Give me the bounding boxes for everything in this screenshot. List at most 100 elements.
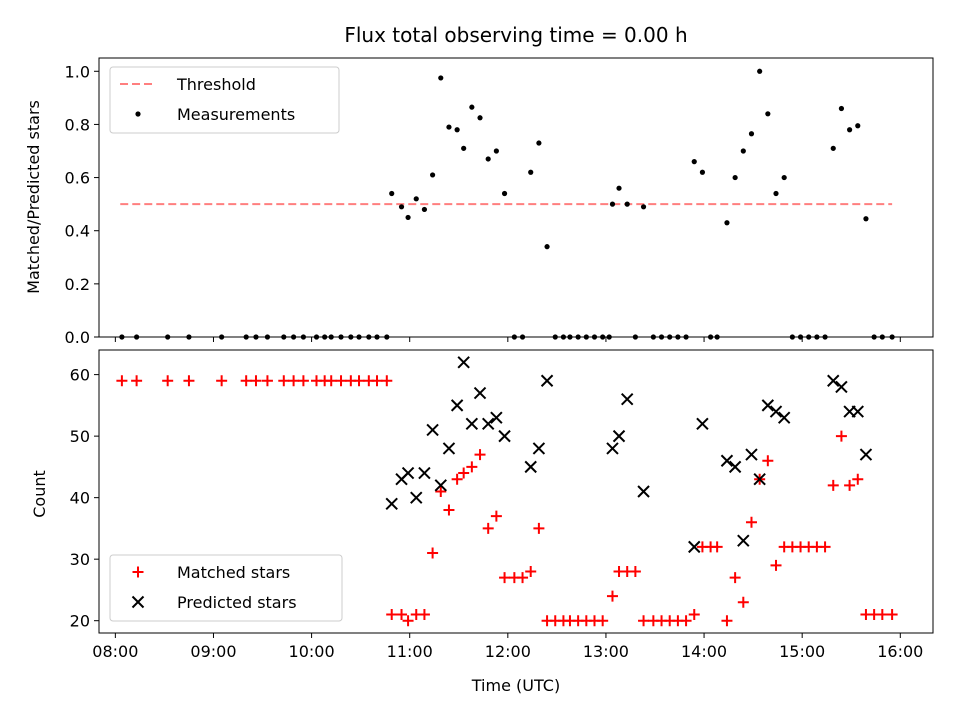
- predicted-stars-point: [688, 540, 701, 554]
- matched-stars-point: [162, 375, 174, 387]
- x-tick-label: 11:00: [387, 642, 433, 661]
- measurement-point: [765, 111, 771, 117]
- measurement-point: [889, 334, 895, 340]
- predicted-stars-point: [761, 399, 775, 412]
- measurement-point: [356, 334, 362, 340]
- matched-stars-point: [353, 375, 365, 387]
- matched-stars-point: [876, 609, 888, 621]
- predicted-stars-point: [434, 479, 447, 492]
- matched-stars-point: [418, 609, 430, 621]
- measurement-point: [667, 334, 673, 340]
- measurement-point: [291, 334, 297, 340]
- measurement-point: [632, 334, 638, 340]
- measurement-point: [757, 68, 763, 74]
- measurement-point: [536, 140, 542, 146]
- legend-measurements-swatch: [135, 111, 141, 117]
- measurement-point: [446, 124, 452, 130]
- measurement-point: [863, 216, 869, 222]
- measurement-point: [781, 174, 787, 181]
- matched-stars-point: [680, 615, 692, 627]
- top-y-axis-label: Matched/Predicted stars: [24, 100, 43, 294]
- bottom-plot-frame: [98, 349, 934, 634]
- measurement-point: [366, 334, 372, 340]
- bottom-y-tick-label: 20: [70, 612, 90, 631]
- measurement-point: [616, 185, 622, 191]
- predicted-stars-point: [737, 534, 750, 547]
- measurement-point: [583, 334, 589, 340]
- measurement-point: [748, 131, 755, 137]
- bottom-plot-area: 08:00 09:00 10:00 11:00 12:00 13:00 14:00 15:00…: [70, 349, 934, 661]
- legend-label: Threshold: [176, 75, 256, 94]
- measurement-point: [609, 201, 616, 207]
- measurement-point: [675, 334, 681, 340]
- predicted-stars-point: [696, 417, 709, 431]
- measurement-point: [384, 334, 390, 340]
- matched-stars-point: [116, 375, 128, 387]
- measurement-point: [528, 169, 534, 175]
- predicted-stars-point: [401, 466, 415, 480]
- matched-stars-point: [131, 375, 143, 387]
- bottom-y-tick-label: 50: [70, 427, 90, 446]
- predicted-stars-point: [473, 386, 487, 400]
- measurement-point: [253, 334, 259, 340]
- matched-stars-point: [250, 375, 262, 387]
- x-tick-label: 14:00: [681, 642, 727, 661]
- predicted-stars-point: [753, 472, 766, 486]
- measurement-point: [186, 334, 192, 340]
- measurement-point: [624, 201, 630, 207]
- matched-stars-point: [297, 375, 309, 387]
- predicted-stars-point: [728, 460, 742, 474]
- matched-stars-point: [499, 572, 511, 584]
- measurement-point: [119, 334, 125, 340]
- measurement-point: [454, 127, 460, 133]
- measurement-point: [714, 334, 720, 340]
- predicted-stars-point: [777, 411, 791, 424]
- measurement-point: [469, 104, 475, 110]
- bottom-y-tick-label: 30: [70, 550, 90, 569]
- matched-stars-point: [745, 516, 757, 528]
- measurement-point: [134, 334, 140, 340]
- measurement-point: [806, 334, 812, 340]
- measurement-point: [814, 334, 820, 340]
- top-plot-area: 0.0 0.2 0.4 0.6 0.8 1.0 Threshold Measurements: [65, 57, 934, 347]
- measurement-point: [493, 148, 499, 154]
- x-tick-label: 12:00: [485, 642, 531, 661]
- measurement-point: [219, 334, 225, 340]
- predicted-stars-point: [745, 448, 758, 461]
- measurement-point: [300, 334, 307, 340]
- bottom-y-tick-label: 40: [70, 489, 90, 508]
- measurement-point: [405, 214, 411, 221]
- matched-stars-point: [525, 565, 537, 577]
- top-y-tick-label: 0.2: [65, 275, 90, 294]
- measurement-point: [389, 190, 395, 197]
- measurement-point: [591, 334, 598, 340]
- measurement-point: [461, 145, 467, 151]
- predicted-stars-point: [426, 423, 439, 437]
- measurement-point: [477, 115, 483, 121]
- measurement-point: [855, 123, 861, 129]
- measurement-point: [398, 204, 405, 210]
- measurement-point: [313, 334, 320, 340]
- x-tick-label: 16:00: [877, 642, 923, 661]
- matched-stars-point: [278, 375, 290, 387]
- top-y-tick-label: 0.0: [65, 328, 90, 347]
- top-y-tick-label: 0.8: [65, 115, 90, 134]
- matched-stars-point: [721, 615, 733, 627]
- predicted-stars-point: [827, 374, 840, 387]
- measurement-point: [683, 334, 689, 340]
- matched-stars-point: [490, 510, 502, 522]
- matched-stars-point: [458, 467, 470, 479]
- predicted-stars-point: [620, 393, 634, 406]
- measurement-point: [281, 334, 287, 340]
- measurement-point: [552, 334, 558, 340]
- matched-stars-point: [737, 596, 749, 608]
- matched-stars-point: [386, 609, 398, 621]
- measurement-point: [519, 334, 526, 340]
- predicted-stars-point: [498, 429, 511, 443]
- measurement-point: [724, 220, 730, 226]
- measurement-point: [838, 105, 845, 112]
- x-tick-label: 15:00: [779, 642, 825, 661]
- predicted-stars-point: [859, 448, 873, 461]
- measurement-point: [789, 334, 795, 340]
